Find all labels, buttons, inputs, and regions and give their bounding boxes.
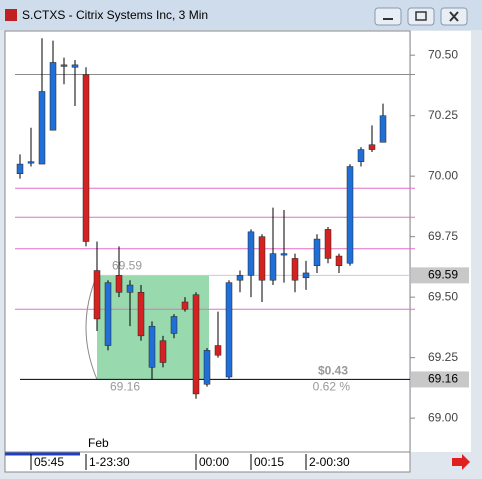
candle-body: [368, 144, 376, 150]
x-tick-label: 00:00: [199, 455, 229, 469]
candle-body: [324, 229, 332, 259]
price-badge-label: 69.59: [428, 268, 458, 282]
candle-body: [357, 149, 365, 162]
x-axis-area: [4, 451, 411, 473]
price-badge: [411, 371, 469, 388]
month-label: Feb: [88, 436, 109, 450]
candle-body: [148, 325, 156, 368]
candle-body: [258, 236, 266, 281]
candle-body: [335, 255, 343, 266]
change-label: $0.43: [318, 364, 348, 378]
y-tick-label: 69.75: [428, 229, 458, 243]
maximize-button[interactable]: [407, 7, 435, 26]
title-bar: [0, 0, 482, 30]
scroll-arrow[interactable]: [452, 454, 470, 470]
y-tick-label: 69.25: [428, 350, 458, 364]
price-badge: [411, 267, 469, 284]
candle-body: [16, 163, 24, 175]
x-tick-label: 00:15: [254, 455, 284, 469]
candle-body: [313, 238, 321, 266]
candle-body: [49, 62, 57, 131]
price-badge-label: 69.16: [428, 372, 458, 386]
candle-body: [93, 270, 101, 320]
candle-body: [269, 253, 277, 281]
candle-body: [170, 316, 178, 334]
candle-body: [236, 275, 244, 281]
x-tick-label: 05:45: [34, 455, 64, 469]
candle-body: [38, 91, 46, 165]
y-tick-label: 70.25: [428, 108, 458, 122]
y-tick-label: 70.00: [428, 168, 458, 182]
range-low-label: 69.16: [110, 380, 140, 394]
maximize-icon: [415, 11, 427, 21]
close-icon: [449, 11, 459, 22]
candle-body: [60, 64, 68, 67]
y-tick-label: 70.50: [428, 47, 458, 61]
candle-body: [115, 275, 123, 293]
candle-body: [126, 284, 134, 293]
candle-body: [71, 64, 79, 68]
candle-body: [346, 166, 354, 264]
range-bracket: [85, 275, 98, 380]
candle-body: [214, 345, 222, 356]
range-high-label: 69.59: [112, 259, 142, 273]
candle-body: [247, 231, 255, 276]
candle-body: [302, 272, 310, 279]
x-tick-label: 1-23:30: [89, 455, 130, 469]
window-title: S.CTXS - Citrix Systems Inc, 3 Min: [22, 8, 208, 22]
minimize-button[interactable]: [374, 7, 402, 26]
app-icon: [5, 9, 17, 21]
candle-body: [137, 292, 145, 337]
y-tick-label: 69.50: [428, 289, 458, 303]
candle-body: [280, 253, 288, 256]
percent-label: 0.62 %: [313, 380, 351, 394]
candle-body: [291, 258, 299, 281]
candle-body: [104, 282, 112, 346]
candle-body: [27, 161, 35, 164]
candle-body: [82, 74, 90, 242]
candle-body: [181, 301, 189, 310]
candle-body: [159, 340, 167, 363]
y-tick-label: 69.00: [428, 410, 458, 424]
candle-body: [379, 115, 387, 143]
x-tick-label: 2-00:30: [309, 455, 350, 469]
candle-body: [225, 282, 233, 378]
candle-body: [203, 350, 211, 385]
candle-body: [192, 294, 200, 395]
